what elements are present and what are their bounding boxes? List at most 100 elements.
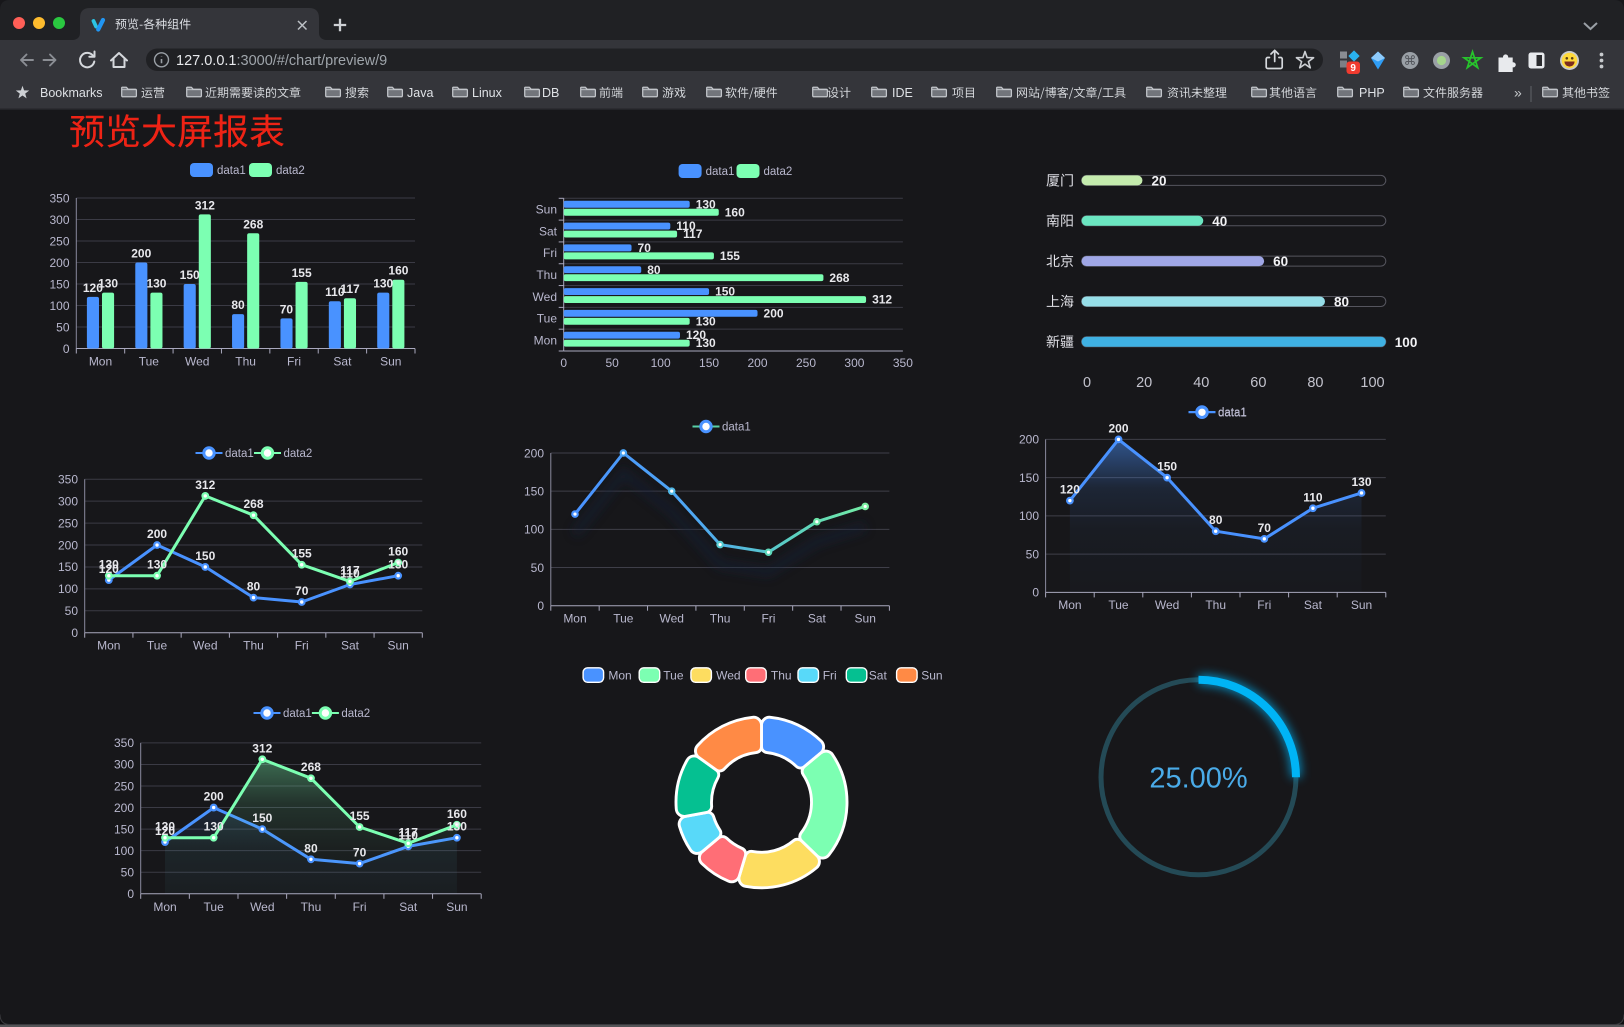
svg-text:Tue: Tue [139, 355, 160, 369]
svg-text:60: 60 [1273, 254, 1288, 269]
svg-text:Tue: Tue [537, 312, 558, 326]
svg-text:160: 160 [447, 807, 467, 821]
svg-text:PHP: PHP [1359, 86, 1385, 100]
svg-text:200: 200 [131, 247, 151, 261]
svg-text:Thu: Thu [536, 268, 557, 282]
svg-text:80: 80 [304, 841, 318, 855]
svg-text:250: 250 [796, 356, 816, 370]
svg-text:data1: data1 [283, 708, 312, 720]
svg-text:Thu: Thu [235, 355, 256, 369]
svg-text:0: 0 [127, 887, 134, 901]
svg-text:300: 300 [844, 356, 864, 370]
svg-text:300: 300 [58, 494, 78, 508]
svg-text:300: 300 [114, 758, 134, 772]
svg-text:312: 312 [195, 198, 215, 212]
svg-text:200: 200 [147, 527, 167, 541]
svg-text:155: 155 [292, 266, 312, 280]
svg-text:120: 120 [1060, 483, 1080, 497]
svg-text:127.0.0.1:3000/#/chart/preview: 127.0.0.1:3000/#/chart/preview/9 [176, 53, 387, 69]
svg-text:data1: data1 [1218, 407, 1247, 419]
svg-text:0: 0 [1032, 586, 1039, 600]
svg-text:Sat: Sat [808, 612, 827, 626]
svg-text:268: 268 [243, 497, 263, 511]
svg-text:70: 70 [280, 302, 294, 316]
svg-text:155: 155 [292, 547, 312, 561]
svg-text:268: 268 [829, 271, 849, 285]
svg-text:9: 9 [1350, 63, 1356, 74]
svg-text:150: 150 [524, 484, 544, 498]
svg-text:200: 200 [748, 356, 768, 370]
svg-text:100: 100 [524, 523, 544, 537]
svg-text:250: 250 [49, 234, 69, 248]
svg-text:data1: data1 [225, 448, 254, 460]
svg-text:0: 0 [1083, 375, 1091, 391]
svg-text:data1: data1 [217, 165, 246, 177]
svg-text:Tue: Tue [147, 639, 168, 653]
svg-text:Thu: Thu [771, 669, 792, 683]
svg-text:0: 0 [560, 356, 567, 370]
svg-text:100: 100 [1395, 335, 1418, 350]
svg-text:200: 200 [204, 790, 224, 804]
svg-text:117: 117 [683, 227, 703, 241]
svg-text:160: 160 [725, 205, 745, 219]
svg-text:120: 120 [99, 562, 119, 576]
svg-text:40: 40 [1212, 214, 1227, 229]
svg-text:60: 60 [1250, 375, 1266, 391]
svg-text:117: 117 [399, 825, 419, 839]
svg-text:Sun: Sun [536, 203, 557, 217]
svg-text:Sun: Sun [855, 612, 876, 626]
svg-text:200: 200 [114, 801, 134, 815]
svg-text:Mon: Mon [153, 900, 176, 914]
svg-text:70: 70 [638, 241, 652, 255]
svg-text:Bookmarks: Bookmarks [40, 86, 103, 100]
svg-text:Thu: Thu [301, 900, 322, 914]
svg-text:Mon: Mon [1058, 598, 1081, 612]
svg-text:312: 312 [872, 293, 892, 307]
svg-text:50: 50 [121, 866, 135, 880]
svg-text:Tue: Tue [1108, 598, 1129, 612]
svg-text:Wed: Wed [659, 612, 683, 626]
svg-text:50: 50 [605, 356, 619, 370]
svg-text:117: 117 [340, 282, 360, 296]
svg-text:Sun: Sun [1351, 598, 1372, 612]
svg-text:Wed: Wed [193, 639, 217, 653]
svg-text:Sat: Sat [341, 639, 360, 653]
svg-text:150: 150 [114, 822, 134, 836]
svg-text:Sun: Sun [388, 639, 409, 653]
svg-text:350: 350 [49, 191, 69, 205]
svg-text:Fri: Fri [295, 639, 309, 653]
svg-text:20: 20 [1151, 173, 1166, 188]
svg-text:160: 160 [388, 264, 408, 278]
svg-text:⌘: ⌘ [1404, 53, 1417, 68]
svg-text:80: 80 [247, 580, 261, 594]
svg-text:130: 130 [204, 820, 224, 834]
svg-text:312: 312 [195, 478, 215, 492]
svg-text:Thu: Thu [710, 612, 731, 626]
svg-text:150: 150 [252, 811, 272, 825]
svg-text:data2: data2 [341, 708, 370, 720]
svg-text:Mon: Mon [534, 333, 557, 347]
svg-text:Fri: Fri [1257, 598, 1271, 612]
svg-text:130: 130 [147, 558, 167, 572]
svg-text:130: 130 [99, 558, 119, 572]
svg-text:268: 268 [301, 760, 321, 774]
svg-text:Wed: Wed [250, 900, 274, 914]
svg-text:110: 110 [1303, 490, 1323, 504]
svg-text:20: 20 [1136, 375, 1152, 391]
svg-text:Fri: Fri [353, 900, 367, 914]
svg-text:Sat: Sat [1304, 598, 1323, 612]
svg-text:data2: data2 [276, 165, 305, 177]
svg-text:110: 110 [340, 566, 360, 580]
svg-text:200: 200 [1019, 433, 1039, 447]
svg-text:350: 350 [893, 356, 913, 370]
svg-text:130: 130 [146, 277, 166, 291]
svg-text:130: 130 [696, 197, 716, 211]
svg-text:Mon: Mon [89, 355, 112, 369]
svg-text:200: 200 [764, 306, 784, 320]
svg-text:150: 150 [180, 268, 200, 282]
svg-text:110: 110 [676, 219, 696, 233]
svg-text:117: 117 [340, 563, 360, 577]
svg-text:150: 150 [58, 560, 78, 574]
svg-text:150: 150 [195, 549, 215, 563]
svg-text:80: 80 [231, 298, 245, 312]
